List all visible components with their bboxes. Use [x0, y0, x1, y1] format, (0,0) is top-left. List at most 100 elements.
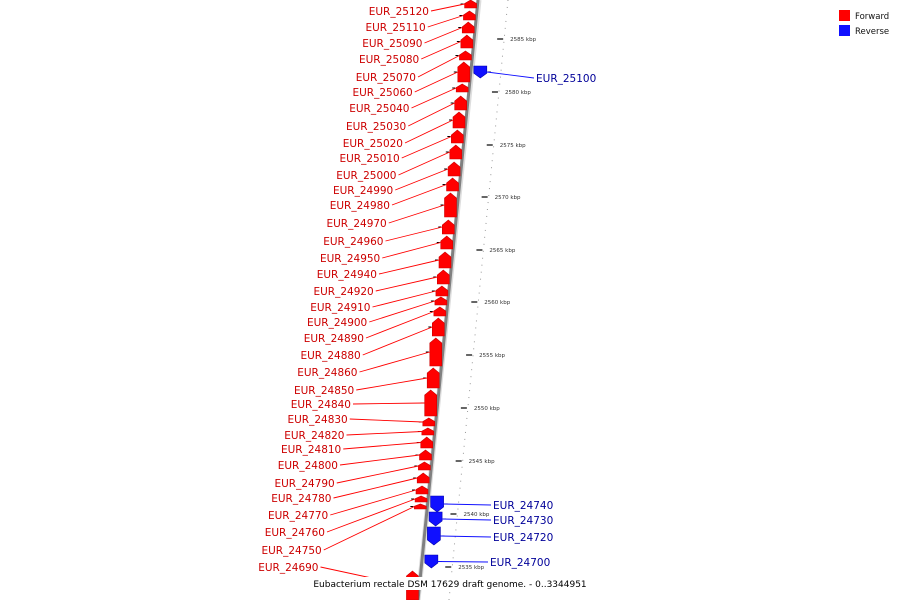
forward-gene-label[interactable]: EUR_24840	[291, 399, 351, 411]
forward-gene-label[interactable]: EUR_25120	[369, 6, 429, 18]
forward-leader-line	[339, 454, 420, 466]
reverse-gene[interactable]	[430, 495, 444, 513]
forward-gene-label[interactable]: EUR_24690	[258, 562, 318, 574]
forward-gene[interactable]	[452, 111, 466, 129]
forward-gene-label[interactable]: EUR_24970	[326, 218, 386, 230]
forward-gene[interactable]	[463, 10, 476, 21]
forward-gene-label[interactable]: EUR_24790	[274, 478, 334, 490]
forward-gene[interactable]	[433, 306, 447, 317]
genome-caption: Eubacterium rectale DSM 17629 draft geno…	[313, 580, 586, 590]
forward-gene[interactable]	[421, 427, 435, 436]
forward-gene[interactable]	[418, 461, 431, 471]
forward-gene[interactable]	[455, 83, 469, 93]
forward-gene-label[interactable]: EUR_24890	[304, 333, 364, 345]
forward-gene[interactable]	[464, 0, 477, 9]
forward-gene[interactable]	[432, 317, 445, 337]
reverse-gene[interactable]	[427, 526, 441, 546]
forward-gene-label[interactable]: EUR_24960	[323, 236, 383, 248]
forward-gene-label[interactable]: EUR_25070	[356, 72, 416, 84]
reverse-gene-label[interactable]: EUR_25100	[536, 73, 596, 85]
forward-gene[interactable]	[454, 95, 467, 111]
backbone-line	[416, 0, 480, 600]
forward-leader-line	[382, 242, 441, 259]
forward-gene[interactable]	[429, 337, 443, 367]
reverse-leader-line	[442, 518, 492, 521]
forward-leader-line	[333, 477, 418, 499]
forward-gene-label[interactable]: EUR_24750	[261, 545, 321, 557]
forward-gene[interactable]	[438, 251, 452, 269]
forward-gene-label[interactable]: EUR_24810	[281, 444, 341, 456]
ruler-tick-label: 2575 kbp	[500, 143, 526, 149]
forward-gene[interactable]	[461, 21, 475, 34]
forward-gene[interactable]	[414, 495, 428, 503]
forward-gene[interactable]	[424, 389, 437, 417]
forward-gene-label[interactable]: EUR_24910	[310, 302, 370, 314]
forward-leader-line	[359, 351, 430, 373]
forward-gene-label[interactable]: EUR_25040	[349, 103, 409, 115]
forward-gene-label[interactable]: EUR_24990	[333, 185, 393, 197]
forward-gene[interactable]	[422, 417, 436, 427]
forward-gene-label[interactable]: EUR_24820	[284, 430, 344, 442]
reverse-gene-label[interactable]: EUR_24730	[493, 515, 553, 527]
forward-gene[interactable]	[437, 269, 450, 285]
forward-gene[interactable]	[414, 503, 427, 510]
ruler-tick-label: 2545 kbp	[469, 459, 495, 465]
reverse-gene[interactable]	[424, 554, 439, 569]
forward-gene[interactable]	[440, 235, 454, 250]
forward-gene[interactable]	[419, 449, 432, 461]
forward-leader-line	[427, 15, 464, 28]
scale-ruler: 2585 kbp 2580 kbp 2575 kbp 2570 kbp 2565 kbp…	[445, 0, 537, 600]
reverse-gene-label[interactable]: EUR_24700	[490, 557, 550, 569]
forward-gene-label[interactable]: EUR_24760	[265, 527, 325, 539]
forward-gene[interactable]	[447, 161, 461, 177]
forward-gene[interactable]	[435, 285, 449, 297]
forward-gene[interactable]	[444, 192, 457, 218]
forward-leader-line	[352, 402, 425, 405]
forward-gene[interactable]	[420, 436, 434, 449]
forward-gene[interactable]	[416, 472, 430, 484]
forward-gene-label[interactable]: EUR_25060	[352, 87, 412, 99]
forward-leader-line	[346, 431, 422, 436]
forward-gene-label[interactable]: EUR_24980	[330, 200, 390, 212]
forward-gene-label[interactable]: EUR_25020	[343, 138, 403, 150]
forward-gene-label[interactable]: EUR_24950	[320, 253, 380, 265]
forward-gene-label[interactable]: EUR_25030	[346, 121, 406, 133]
forward-gene[interactable]	[415, 485, 429, 495]
forward-leader-line	[356, 377, 428, 391]
forward-gene-label[interactable]: EUR_24780	[271, 493, 331, 505]
forward-leader-line	[395, 168, 449, 191]
forward-gene[interactable]	[434, 296, 448, 306]
forward-leader-line	[388, 204, 445, 224]
ruler-tick-label: 2550 kbp	[474, 406, 500, 412]
forward-gene-label[interactable]: EUR_25110	[365, 22, 425, 34]
forward-gene-label[interactable]: EUR_25080	[359, 54, 419, 66]
reverse-gene-label[interactable]: EUR_24720	[493, 532, 553, 544]
ruler-tick-label: 2555 kbp	[479, 353, 505, 359]
forward-gene[interactable]	[451, 129, 464, 144]
forward-gene-label[interactable]: EUR_24880	[300, 350, 360, 362]
forward-gene-label[interactable]: EUR_24860	[297, 367, 357, 379]
forward-gene-label[interactable]: EUR_24770	[268, 510, 328, 522]
forward-gene-label[interactable]: EUR_25090	[362, 38, 422, 50]
reverse-gene-label[interactable]: EUR_24740	[493, 500, 553, 512]
forward-gene[interactable]	[459, 50, 472, 61]
forward-gene-label[interactable]: EUR_24940	[317, 269, 377, 281]
forward-leader-line	[365, 311, 435, 339]
forward-gene[interactable]	[446, 177, 459, 192]
forward-gene-label[interactable]: EUR_24920	[313, 286, 373, 298]
forward-leader-line	[411, 87, 457, 109]
forward-gene[interactable]	[449, 144, 463, 160]
forward-gene[interactable]	[442, 219, 455, 235]
forward-gene-label[interactable]: EUR_24900	[307, 317, 367, 329]
reverse-gene[interactable]	[473, 65, 488, 79]
forward-gene-label[interactable]: EUR_24830	[287, 414, 347, 426]
forward-gene[interactable]	[426, 367, 440, 389]
reverse-gene[interactable]	[428, 511, 443, 527]
forward-gene[interactable]	[457, 61, 471, 83]
forward-gene-label[interactable]: EUR_25000	[336, 170, 396, 182]
forward-leader-line	[375, 276, 438, 292]
forward-gene[interactable]	[460, 34, 474, 49]
forward-gene-label[interactable]: EUR_24850	[294, 385, 354, 397]
forward-gene-label[interactable]: EUR_25010	[339, 153, 399, 165]
forward-gene-label[interactable]: EUR_24800	[278, 460, 338, 472]
